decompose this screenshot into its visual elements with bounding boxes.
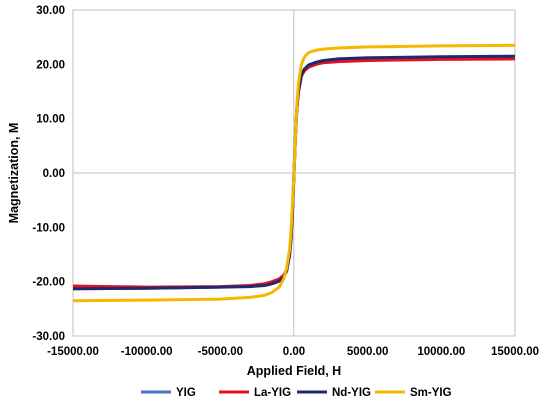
x-tick-label: -5000.00 xyxy=(198,346,243,358)
y-tick-labels: 30.00 20.00 10.00 0.00 -10.00 -20.00 -30.00 xyxy=(32,5,65,343)
legend-label: YIG xyxy=(176,387,196,399)
y-tick-label: 20.00 xyxy=(36,59,65,71)
series-line-sm-yig xyxy=(72,43,516,303)
y-tick-label: -20.00 xyxy=(32,277,65,289)
x-axis-label: Applied Field, H xyxy=(247,364,341,378)
x-tick-label: -10000.00 xyxy=(121,346,173,358)
x-tick-label: 5000.00 xyxy=(347,346,389,358)
y-axis-label: Magnetization, M xyxy=(7,123,21,224)
legend-label: La-YIG xyxy=(254,387,291,399)
y-tick-label: 30.00 xyxy=(36,5,65,17)
legend: YIG La-YIG Nd-YIG Sm-YIG xyxy=(141,387,452,399)
y-tick-label: -30.00 xyxy=(32,331,65,343)
y-tick-label: 0.00 xyxy=(43,168,65,180)
x-tick-label: 0.00 xyxy=(283,346,305,358)
legend-label: Nd-YIG xyxy=(332,387,371,399)
x-tick-label: -15000.00 xyxy=(47,346,99,358)
x-tick-labels: -15000.00 -10000.00 -5000.00 0.00 5000.00 100… xyxy=(47,346,539,358)
x-tick-label: 15000.00 xyxy=(491,346,539,358)
legend-label: Sm-YIG xyxy=(410,387,452,399)
x-tick-label: 10000.00 xyxy=(417,346,465,358)
y-tick-label: -10.00 xyxy=(32,222,65,234)
series-lines xyxy=(72,43,516,303)
y-tick-label: 10.00 xyxy=(36,114,65,126)
